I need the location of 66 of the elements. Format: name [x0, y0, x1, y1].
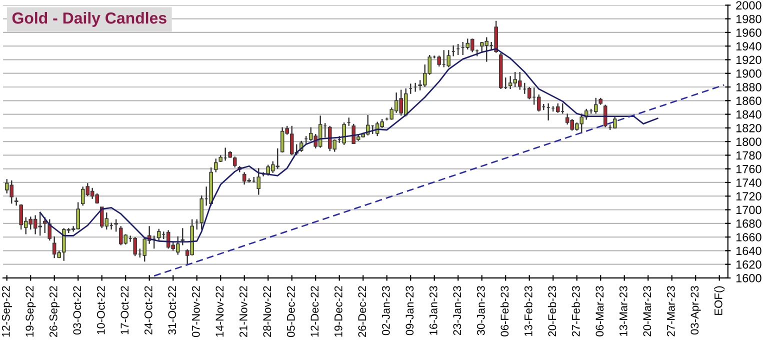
candlestick — [527, 86, 532, 100]
x-tick-label: 20-Feb-23 — [548, 286, 556, 336]
x-tick-label: 03-Apr-23 — [690, 286, 701, 335]
candlestick — [446, 50, 450, 68]
y-tick-label: 1820 — [736, 124, 762, 132]
y-tick-label: 1680 — [736, 219, 762, 228]
x-tick-label: 13-Feb-23 — [524, 286, 532, 336]
x-tick-label: 16-Jan-23 — [429, 286, 438, 335]
x-tick-label: 13-Mar-23 — [619, 286, 628, 336]
x-tick-label: 14-Nov-22 — [216, 286, 224, 337]
y-tick-label: 1800 — [736, 138, 762, 146]
y-tick-label: 1700 — [736, 206, 762, 214]
y-tick-label: 1840 — [736, 110, 762, 119]
x-tick-label: 12-Dec-22 — [310, 286, 319, 337]
y-tick-label: 1920 — [736, 56, 762, 64]
x-tick-label: 03-Oct-22 — [73, 286, 82, 335]
x-tick-label: 06-Mar-23 — [596, 286, 604, 336]
x-tick-label: 28-Nov-22 — [263, 286, 272, 337]
y-tick-label: 1640 — [736, 246, 762, 256]
x-tick-label: 27-Mar-23 — [666, 286, 675, 336]
x-tick-label: 17-Oct-22 — [120, 286, 129, 334]
chart-title: Gold - Daily Candles — [12, 12, 166, 27]
x-tick-label: 26-Dec-22 — [358, 286, 366, 337]
x-tick-label: 26-Sep-22 — [49, 286, 60, 337]
candlestick — [232, 156, 237, 168]
candlestick — [556, 102, 560, 114]
y-tick-label: 1980 — [736, 14, 762, 24]
y-tick-label: 1960 — [736, 28, 762, 37]
x-tick-label: 19-Sep-22 — [26, 286, 36, 337]
x-tick-label: 20-Mar-23 — [643, 286, 652, 336]
candlestick — [156, 228, 161, 242]
y-tick-label: 1740 — [736, 178, 762, 187]
candlestick — [180, 228, 184, 246]
x-tick-label: 27-Feb-23 — [572, 286, 580, 336]
x-tick-label: 02-Jan-23 — [382, 286, 390, 336]
y-tick-label: 1660 — [736, 233, 762, 242]
y-tick-label: 1860 — [736, 96, 762, 106]
x-tick-label: 09-Jan-23 — [406, 286, 414, 336]
y-tick-label: 1780 — [736, 151, 762, 160]
y-tick-label: 1720 — [736, 192, 762, 201]
x-tick-label: 05-Dec-22 — [286, 286, 295, 338]
x-tick-label: 10-Oct-22 — [96, 286, 105, 334]
y-tick-label: 1880 — [736, 83, 762, 92]
candlestick — [256, 168, 260, 196]
candlestick — [214, 158, 218, 173]
y-tick-label: 2000 — [736, 1, 762, 10]
y-tick-label: 1600 — [736, 274, 762, 282]
candlestick — [342, 122, 346, 146]
y-tick-label: 1940 — [736, 42, 762, 50]
x-tick-label: 06-Feb-23 — [500, 286, 509, 336]
y-tick-label: 1900 — [736, 69, 762, 78]
x-tick-label: 30-Jan-23 — [476, 286, 485, 336]
x-tick-label: 07-Nov-22 — [192, 286, 200, 338]
x-tick-label: 19-Dec-22 — [334, 286, 342, 337]
candlestick — [536, 94, 541, 112]
x-tick-label: 31-Oct-22 — [168, 286, 176, 335]
candlestick — [594, 97, 598, 114]
y-tick-label: 1620 — [736, 260, 762, 269]
x-tick-label: EOF() — [714, 286, 725, 315]
x-tick-label: 21-Nov-22 — [239, 286, 248, 337]
candlestick — [114, 218, 118, 232]
x-tick-label: 12-Sep-22 — [2, 286, 12, 337]
y-tick-label: 1760 — [736, 164, 762, 174]
candlestick — [14, 196, 18, 206]
x-tick-label: 24-Oct-22 — [144, 286, 152, 334]
x-tick-label: 23-Jan-23 — [453, 286, 462, 336]
